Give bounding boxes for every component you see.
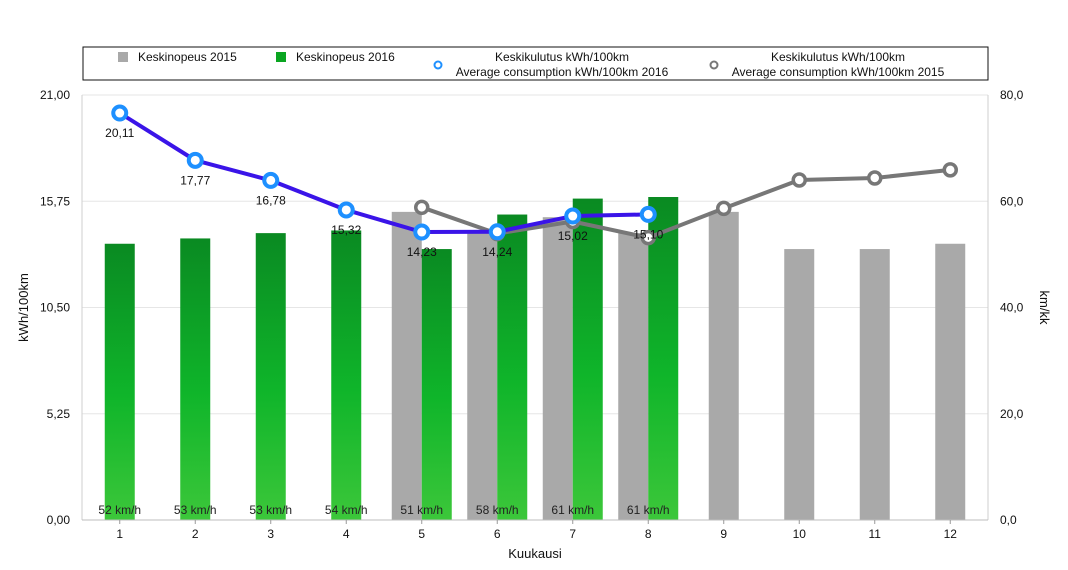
x-tick-label: 12 — [944, 527, 958, 541]
axes: 0,00 5,25 10,50 15,75 21,00 0,0 20,0 40,0 60,0 80… — [16, 88, 1052, 561]
x-tick-label: 8 — [645, 527, 652, 541]
left-tick-label: 5,25 — [47, 407, 71, 421]
bar-2016 — [572, 198, 603, 520]
x-tick-label: 5 — [418, 527, 425, 541]
line-point — [867, 170, 883, 186]
right-tick-label: 60,0 — [1000, 194, 1024, 208]
series-line — [118, 111, 649, 235]
line-point — [186, 151, 204, 169]
x-tick-label: 7 — [569, 527, 576, 541]
right-tick-label: 80,0 — [1000, 88, 1024, 102]
line-point — [791, 172, 807, 188]
bar-2015 — [467, 233, 498, 520]
bar-value-label: 51 km/h — [400, 503, 443, 517]
point-value-label: 14,24 — [482, 245, 512, 259]
legend-label: Keskinopeus 2016 — [296, 50, 395, 64]
point-value-label: 20,11 — [105, 126, 134, 140]
line-point — [413, 223, 431, 241]
line-point — [488, 223, 506, 241]
legend-swatch-2015 — [118, 52, 128, 62]
line-point — [716, 200, 732, 217]
right-tick-label: 40,0 — [1000, 301, 1024, 315]
legend-box — [82, 46, 989, 81]
series-lines — [111, 104, 958, 246]
bar-value-label: 61 km/h — [551, 503, 594, 517]
line-point — [942, 162, 958, 178]
legend-label: Keskikulutus kWh/100km — [771, 50, 905, 64]
x-tick-label: 1 — [116, 527, 123, 541]
bar-value-label: 53 km/h — [174, 503, 217, 517]
left-axis-title: kWh/100km — [16, 273, 31, 342]
bar-2015 — [618, 233, 649, 520]
line-point — [640, 229, 656, 246]
x-tick-label: 9 — [720, 527, 727, 541]
bar-2015 — [784, 249, 815, 520]
right-axis-title: km/kk — [1037, 291, 1052, 325]
legend-marker-2016 — [433, 60, 443, 70]
line-point — [564, 207, 582, 225]
x-tick-label: 3 — [267, 527, 274, 541]
x-tick-label: 2 — [192, 527, 199, 541]
legend-label: Average consumption kWh/100km 2015 — [732, 65, 945, 79]
bar-2015 — [542, 217, 573, 520]
point-value-label: 14,23 — [407, 245, 437, 259]
line-point — [337, 201, 355, 219]
line-point — [262, 171, 280, 189]
point-value-label: 16,78 — [256, 193, 286, 207]
point-value-label: 15,10 — [633, 227, 663, 241]
bar-2015 — [708, 211, 739, 520]
x-tick-label: 4 — [343, 527, 350, 541]
left-tick-label: 0,00 — [47, 513, 71, 527]
left-tick-label: 10,50 — [40, 301, 70, 315]
bar-2016 — [255, 233, 286, 520]
x-tick-label: 6 — [494, 527, 501, 541]
line-point — [414, 199, 430, 216]
bars — [104, 197, 966, 520]
bar-value-label: 54 km/h — [325, 503, 368, 517]
bar-2016 — [104, 243, 135, 520]
bar-2015 — [859, 249, 890, 520]
bar-2016 — [180, 238, 211, 520]
left-tick-label: 21,00 — [40, 88, 70, 102]
legend-label: Average consumption kWh/100km 2016 — [456, 65, 669, 79]
point-value-label: 15,32 — [331, 223, 361, 237]
legend-swatch-2016 — [276, 52, 286, 62]
right-tick-label: 20,0 — [1000, 407, 1024, 421]
data-labels: 52 km/h 53 km/h 53 km/h 54 km/h 51 km/h 58 km… — [98, 126, 669, 517]
bar-2015 — [935, 243, 966, 520]
legend-marker-2015 — [709, 60, 719, 70]
x-tick-label: 10 — [793, 527, 807, 541]
bar-2016 — [648, 197, 679, 520]
bar-2015 — [391, 211, 422, 520]
bar-value-label: 61 km/h — [627, 503, 670, 517]
bar-value-label: 58 km/h — [476, 503, 519, 517]
line-point — [639, 205, 657, 223]
bar-value-label: 53 km/h — [249, 503, 292, 517]
left-tick-label: 15,75 — [40, 194, 70, 208]
gridlines — [82, 94, 988, 521]
bar-2016 — [497, 214, 528, 520]
series-line — [421, 167, 951, 240]
bar-value-label: 52 km/h — [98, 503, 141, 517]
right-tick-label: 0,0 — [1000, 513, 1017, 527]
bar-2016 — [331, 230, 362, 520]
x-tick-label: 11 — [869, 527, 882, 541]
bar-2016 — [421, 249, 452, 520]
legend-label: Keskikulutus kWh/100km — [495, 50, 629, 64]
line-point — [111, 104, 129, 122]
point-value-label: 17,77 — [180, 173, 210, 187]
legend: Keskinopeus 2015 Keskinopeus 2016 Keskikul… — [118, 50, 945, 79]
legend-label: Keskinopeus 2015 — [138, 50, 237, 64]
point-value-label: 15,02 — [558, 229, 588, 243]
x-axis-title: Kuukausi — [508, 546, 562, 561]
